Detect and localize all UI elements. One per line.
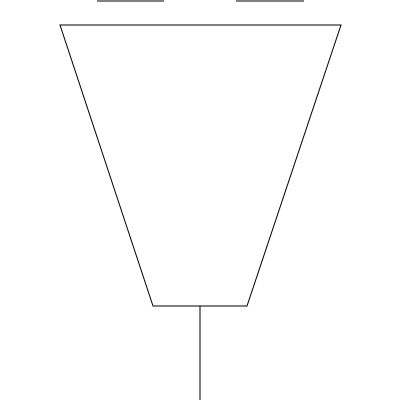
inverted-trapezoid-body	[59, 24, 342, 307]
